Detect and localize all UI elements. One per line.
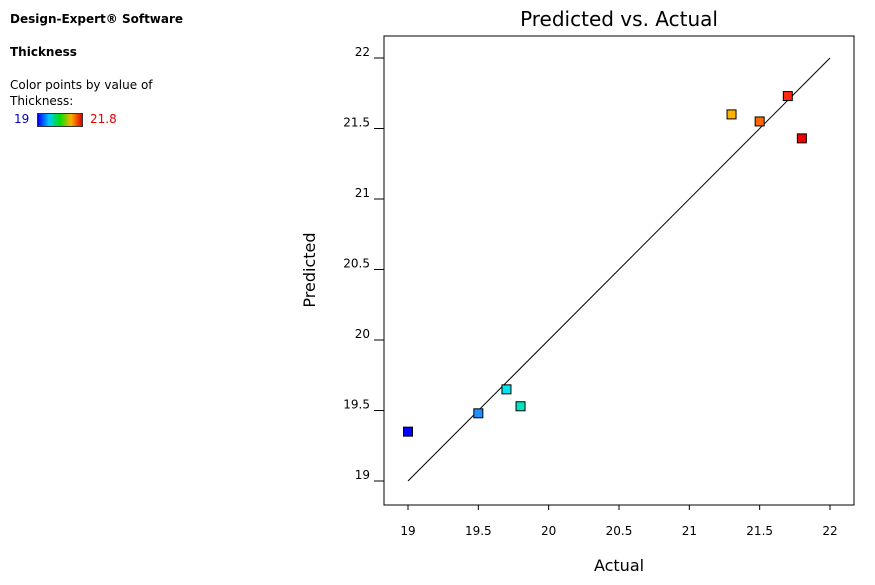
x-axis: 19 19.5 20 20.5 21 21.5 22 (400, 505, 838, 538)
y-tick-label: 21 (355, 186, 370, 200)
y-axis: 19 19.5 20 20.5 21 21.5 22 (343, 45, 384, 482)
y-tick-label: 19.5 (343, 398, 370, 412)
data-point (726, 109, 737, 120)
color-gradient-bar (37, 113, 83, 127)
data-point (796, 133, 807, 144)
color-legend-min: 19 (14, 112, 30, 126)
y-tick-label: 21.5 (343, 116, 370, 130)
reference-line (407, 57, 831, 482)
data-point (473, 408, 484, 419)
x-tick-label: 22 (822, 524, 837, 538)
y-tick-label: 19 (355, 468, 370, 482)
data-point (403, 426, 413, 437)
x-tick-label: 19.5 (465, 524, 492, 538)
x-tick-label: 21 (682, 524, 697, 538)
chart-title: Predicted vs. Actual (520, 7, 718, 31)
y-tick-label: 20 (355, 327, 370, 341)
color-legend-max: 21.8 (90, 112, 117, 126)
x-tick-label: 19 (400, 524, 415, 538)
y-tick-label: 20.5 (343, 257, 370, 271)
color-legend: 19 21.8 (10, 111, 210, 129)
x-tick-label: 21.5 (746, 524, 773, 538)
data-point (754, 116, 765, 127)
x-tick-label: 20.5 (606, 524, 633, 538)
x-axis-title: Actual (594, 556, 644, 575)
color-legend-caption: Color points by value of Thickness: (10, 78, 153, 108)
data-point (515, 401, 526, 412)
app-title: Design-Expert® Software (10, 12, 184, 26)
response-name: Thickness (10, 45, 77, 59)
side-panel: Design-Expert® Software Thickness Color … (10, 10, 210, 129)
data-point (782, 91, 793, 102)
data-points (403, 91, 807, 437)
data-point (501, 384, 512, 395)
y-axis-title: Predicted (300, 232, 319, 307)
y-tick-label: 22 (355, 45, 370, 59)
x-tick-label: 20 (541, 524, 556, 538)
